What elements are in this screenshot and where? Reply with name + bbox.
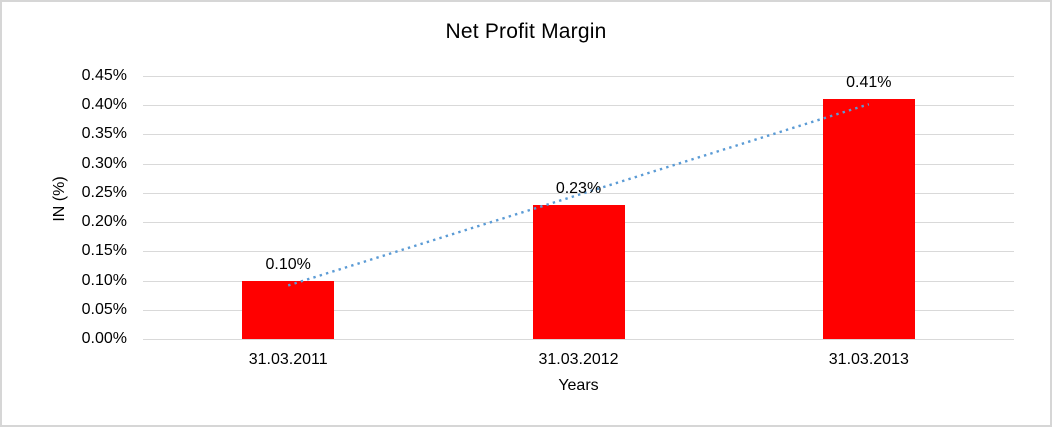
y-tick-label: 0.15% [81,242,127,260]
gridline [143,134,1014,136]
y-tick-label: 0.35% [81,125,127,143]
bar-31.03.2013 [822,99,915,339]
x-category-label: 31.03.2013 [828,351,909,368]
x-category-label: 31.03.2011 [248,351,328,368]
gridline [143,339,1014,340]
y-tick-label: 0.10% [81,271,127,289]
y-tick-label: 0.05% [81,300,127,318]
gridline [143,192,1014,194]
y-tick-label: 0.20% [81,213,127,231]
x-category-label: 31.03.2012 [538,351,619,368]
trendline-line [287,103,870,287]
bar-data-label: 0.23% [555,179,602,197]
bar-31.03.2011 [242,280,335,339]
chart-title: Net Profit Margin [445,20,607,43]
x-axis-title: Years [558,377,599,394]
y-tick-label: 0.00% [81,330,127,347]
y-tick-label: 0.25% [81,183,127,201]
bar-31.03.2012 [532,204,625,339]
gridline [143,76,1014,77]
y-tick-label: 0.40% [81,96,127,114]
y-tick-label: 0.45% [81,67,127,84]
gridline [143,163,1014,165]
plot-area: 0.10% 0.23% 0.41% [143,74,1014,340]
trendline [287,103,870,287]
bar-data-label: 0.41% [846,74,892,92]
y-tick-label: 0.30% [81,154,127,172]
gridline [143,105,1014,107]
bar-data-label: 0.10% [265,255,311,273]
